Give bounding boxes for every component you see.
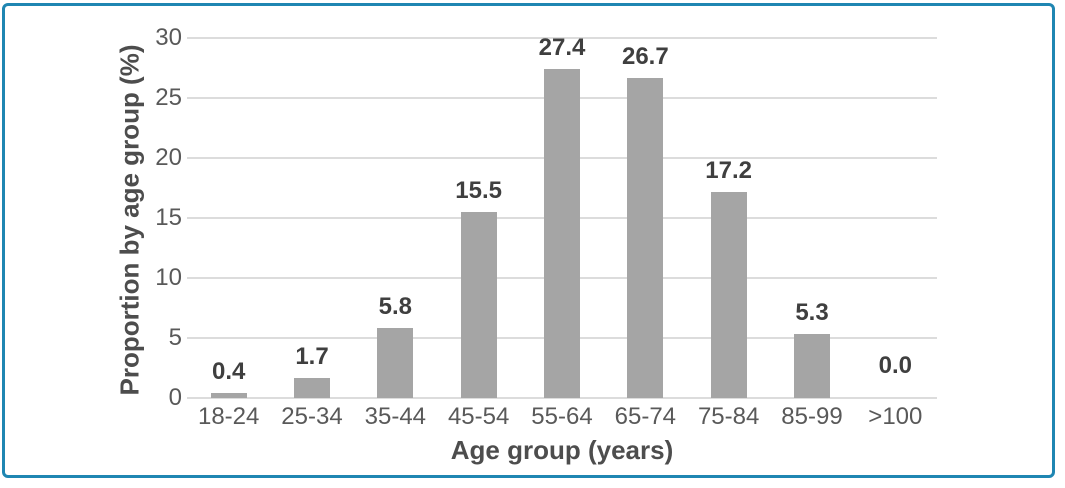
y-tick-label-10: 10 [155,264,182,291]
data-label-45-54: 15.5 [455,177,503,204]
data-label-75-84: 17.2 [705,156,753,184]
x-tick-label-55-64: 55-64 [531,403,593,430]
bar-55-64 [544,69,580,398]
data-label-18-24: 0.4 [211,358,246,386]
y-tick-label-15: 15 [155,204,182,231]
y-tick-label-25: 25 [155,84,182,111]
gridline-0 [187,397,937,399]
x-tick-label-75-84: 75-84 [697,403,760,430]
bar-65-74 [627,77,664,398]
bar-35-44 [377,328,414,398]
x-tick-label-85-99: 85-99 [781,403,843,430]
x-tick-label-18-24: 18-24 [197,403,260,430]
y-tick-label-20: 20 [155,144,182,171]
x-tick-label-25-34: 25-34 [281,403,343,430]
data-label-55-64: 27.4 [538,34,586,62]
data-label-35-44: 5.8 [378,293,413,321]
data-label-25-34: 1.7 [295,342,329,370]
plot-area: Age group (years) 0 5 10 15 20 25 30 0.4 18-24 1.… [155,24,937,465]
x-tick-label-65-74: 65-74 [614,403,677,430]
bar-45-54 [460,212,497,398]
y-tick-label-0: 0 [168,384,182,411]
y-tick-label-30: 30 [155,24,182,51]
bar-25-34 [294,377,330,398]
data-label-85-99: 5.3 [795,299,829,327]
x-tick-label-45-54: 45-54 [447,403,510,430]
bar-18-24 [210,393,247,398]
data-label-65-74: 26.7 [621,42,669,70]
bar-85-99 [794,334,830,398]
x-axis-title: Age group (years) [450,435,674,465]
gridline-30 [187,37,937,39]
y-tick-label-5: 5 [168,324,182,351]
x-tick-label->100: >100 [868,403,923,430]
bar-75-84 [710,191,747,398]
data-label->100: 0.0 [878,352,913,379]
x-tick-label-35-44: 35-44 [364,403,427,430]
